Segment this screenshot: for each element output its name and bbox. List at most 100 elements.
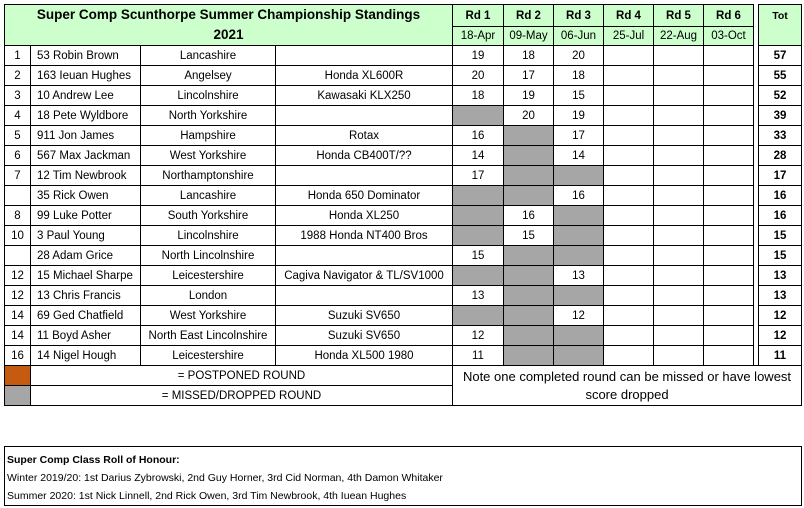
round-score [703,305,754,326]
round-score [553,225,604,246]
round-score [703,85,754,106]
round-score [703,185,754,206]
round-score [653,325,704,346]
total-cell: 13 [758,265,802,286]
round-score [503,305,554,326]
round-score [703,325,754,346]
round-score [603,185,654,206]
bike-cell [275,45,453,66]
round-score: 14 [452,145,504,166]
position-cell: 4 [4,105,31,126]
total-cell: 33 [758,125,802,146]
round-score [452,305,504,326]
total-cell: 28 [758,145,802,166]
total-header: Tot [758,4,802,46]
total-cell: 55 [758,65,802,86]
position-cell: 3 [4,85,31,106]
round-score [703,165,754,186]
round-score: 11 [452,345,504,366]
round-score [653,165,704,186]
total-cell: 57 [758,45,802,66]
title-cell: Super Comp Scunthorpe Summer Championshi… [4,4,453,46]
round-score [703,65,754,86]
county-cell: West Yorkshire [140,145,276,166]
round-score [653,245,704,266]
round-score [503,125,554,146]
round-date: 09-May [503,26,554,46]
bike-cell: Cagiva Navigator & TL/SV1000 [275,265,453,286]
honour-title: Super Comp Class Roll of Honour: [7,454,180,466]
total-cell: 15 [758,225,802,246]
round-score [603,165,654,186]
round-score: 18 [503,45,554,66]
rider-cell: 18 Pete Wyldbore [30,105,141,126]
round-score [553,165,604,186]
total-cell: 13 [758,285,802,306]
round-score [452,225,504,246]
round-score [503,245,554,266]
round-score: 16 [553,185,604,206]
round-score: 17 [452,165,504,186]
round-score [503,265,554,286]
round-score [603,205,654,226]
round-score [603,45,654,66]
rider-cell: 12 Tim Newbrook [30,165,141,186]
round-score: 20 [452,65,504,86]
total-cell: 12 [758,325,802,346]
county-cell: Lincolnshire [140,85,276,106]
round-header: Rd 4 [603,4,654,27]
round-score: 15 [553,85,604,106]
round-score [703,265,754,286]
total-cell: 39 [758,105,802,126]
round-date: 06-Jun [553,26,604,46]
bike-cell: Honda XL600R [275,65,453,86]
round-score [653,45,704,66]
round-score: 15 [503,225,554,246]
legend-postponed: = POSTPONED ROUND [30,365,453,386]
bike-cell: Honda CB400T/?? [275,145,453,166]
round-score [603,325,654,346]
round-score: 17 [553,125,604,146]
rider-cell: 13 Chris Francis [30,285,141,306]
round-score [553,285,604,306]
round-score [503,145,554,166]
round-score: 18 [452,85,504,106]
bike-cell: Honda 650 Dominator [275,185,453,206]
position-cell: 10 [4,225,31,246]
round-score [603,145,654,166]
round-score [452,185,504,206]
rider-cell: 11 Boyd Asher [30,325,141,346]
round-header: Rd 5 [653,4,704,27]
round-score [653,105,704,126]
round-score [452,265,504,286]
round-score: 12 [452,325,504,346]
rider-cell: 14 Nigel Hough [30,345,141,366]
round-score [603,125,654,146]
county-cell: Lancashire [140,185,276,206]
total-cell: 12 [758,305,802,326]
bike-cell: Honda XL250 [275,205,453,226]
round-date: 03-Oct [703,26,754,46]
county-cell: Lancashire [140,45,276,66]
round-score [703,245,754,266]
rider-cell: 15 Michael Sharpe [30,265,141,286]
round-score [703,285,754,306]
legend-missed: = MISSED/DROPPED ROUND [30,385,453,406]
round-score [503,345,554,366]
round-score [553,345,604,366]
round-score [703,225,754,246]
rider-cell: 3 Paul Young [30,225,141,246]
round-score [653,285,704,306]
round-score [603,285,654,306]
total-cell: 52 [758,85,802,106]
round-header: Rd 3 [553,4,604,27]
round-score [653,305,704,326]
round-score [503,165,554,186]
county-cell: London [140,285,276,306]
county-cell: Leicestershire [140,265,276,286]
rider-cell: 69 Ged Chatfield [30,305,141,326]
rider-cell: 567 Max Jackman [30,145,141,166]
position-cell: 5 [4,125,31,146]
round-score [653,125,704,146]
bike-cell: Honda XL500 1980 [275,345,453,366]
